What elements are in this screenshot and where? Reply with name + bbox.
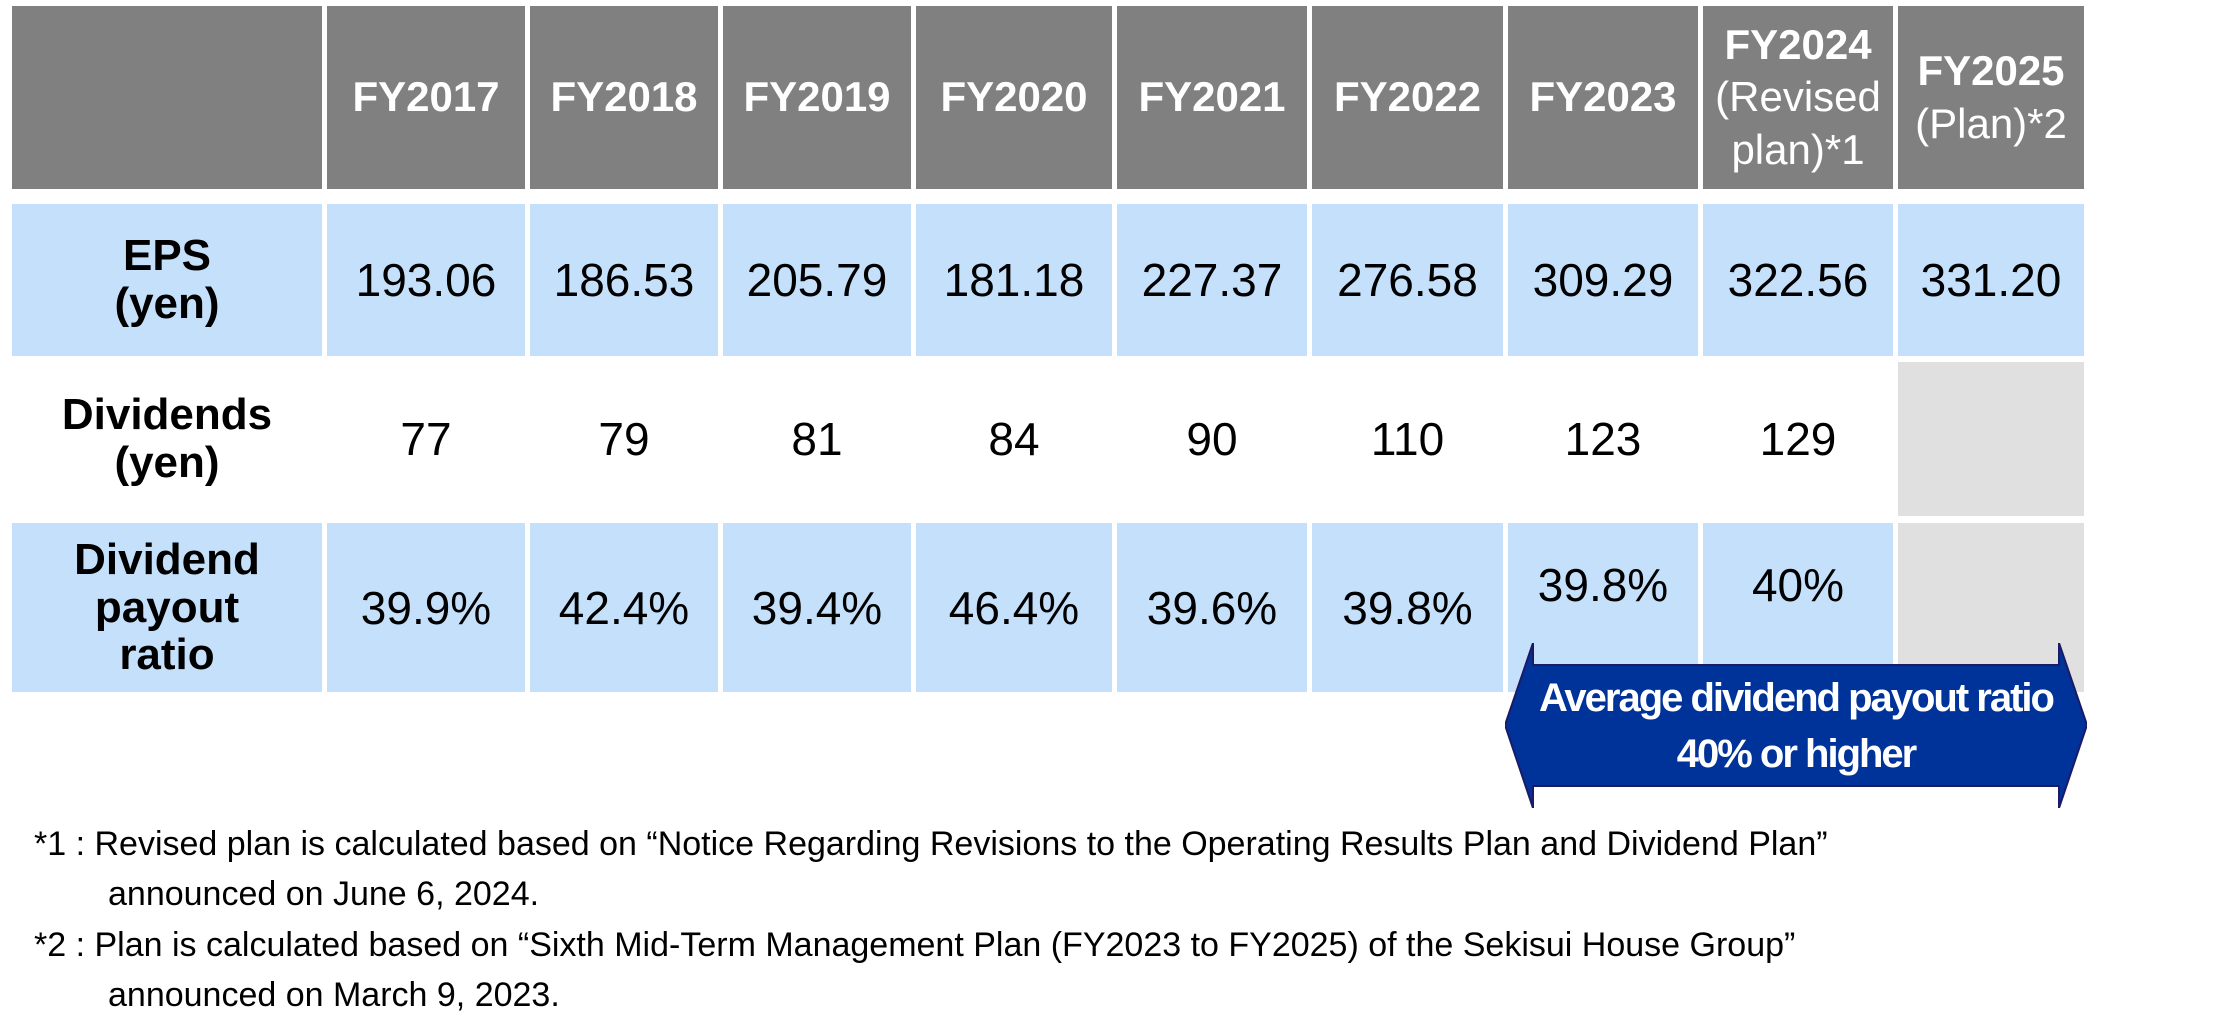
- average-payout-banner-text: Average dividend payout ratio 40% or hig…: [1505, 643, 2087, 808]
- footnote-marker: *2 :: [34, 926, 95, 964]
- average-payout-banner-arrow: [1505, 643, 2087, 808]
- footnote-text: Revised plan is calculated based on “Not…: [94, 825, 1828, 863]
- table-cell: 77: [327, 362, 525, 516]
- table-cell: 276.58: [1312, 204, 1503, 356]
- footnote-text: Plan is calculated based on “Sixth Mid-T…: [94, 926, 1796, 964]
- table-cell: 81: [723, 362, 911, 516]
- table-cell: 205.79: [723, 204, 911, 356]
- table-cell: 193.06: [327, 204, 525, 356]
- footnote-2: *2 : Plan is calculated based on “Sixth …: [34, 920, 1795, 1020]
- table-cell: 79: [530, 362, 718, 516]
- table-cell: 129: [1703, 362, 1893, 516]
- column-header-fy2024: FY2024 (Revised plan)*1: [1703, 6, 1893, 189]
- row-label-eps: EPS (yen): [12, 204, 322, 356]
- table-cell: 39.4%: [723, 523, 911, 692]
- table-cell: 84: [916, 362, 1112, 516]
- table-cell: 90: [1117, 362, 1307, 516]
- table-cell: 39.6%: [1117, 523, 1307, 692]
- footnote-marker: *1 :: [34, 825, 95, 863]
- table-cell: 110: [1312, 362, 1503, 516]
- footnote-1: *1 : Revised plan is calculated based on…: [34, 819, 1828, 919]
- column-header-fy2022: FY2022: [1312, 6, 1503, 189]
- table-cell: 331.20: [1898, 204, 2084, 356]
- table-cell-empty: [1898, 362, 2084, 516]
- table-cell-empty: [1898, 523, 2084, 692]
- table-cell: 40%: [1703, 523, 1893, 692]
- table-cell: 42.4%: [530, 523, 718, 692]
- column-header-fy2019: FY2019: [723, 6, 911, 189]
- table-cell: 227.37: [1117, 204, 1307, 356]
- banner-line-1: Average dividend payout ratio: [1539, 675, 2055, 720]
- table-cell: 39.9%: [327, 523, 525, 692]
- table-cell: 39.8%: [1312, 523, 1503, 692]
- table-cell: 123: [1508, 362, 1698, 516]
- table-cell: 39.8%: [1508, 523, 1698, 692]
- header-corner: [12, 6, 322, 189]
- footnote-continuation: announced on March 9, 2023.: [108, 976, 560, 1014]
- table-cell: 186.53: [530, 204, 718, 356]
- column-header-fy2017: FY2017: [327, 6, 525, 189]
- column-header-fy2023: FY2023: [1508, 6, 1698, 189]
- table-cell: 322.56: [1703, 204, 1893, 356]
- column-header-fy2025: FY2025 (Plan)*2: [1898, 6, 2084, 189]
- table-cell: 46.4%: [916, 523, 1112, 692]
- column-header-fy2018: FY2018: [530, 6, 718, 189]
- column-header-fy2021: FY2021: [1117, 6, 1307, 189]
- column-header-fy2020: FY2020: [916, 6, 1112, 189]
- table-cell: 181.18: [916, 204, 1112, 356]
- footnote-continuation: announced on June 6, 2024.: [108, 875, 540, 913]
- banner-line-2: 40% or higher: [1676, 731, 1918, 776]
- table-cell: 309.29: [1508, 204, 1698, 356]
- row-label-payout-ratio: Dividend payout ratio: [12, 523, 322, 692]
- row-label-dividends: Dividends (yen): [12, 362, 322, 516]
